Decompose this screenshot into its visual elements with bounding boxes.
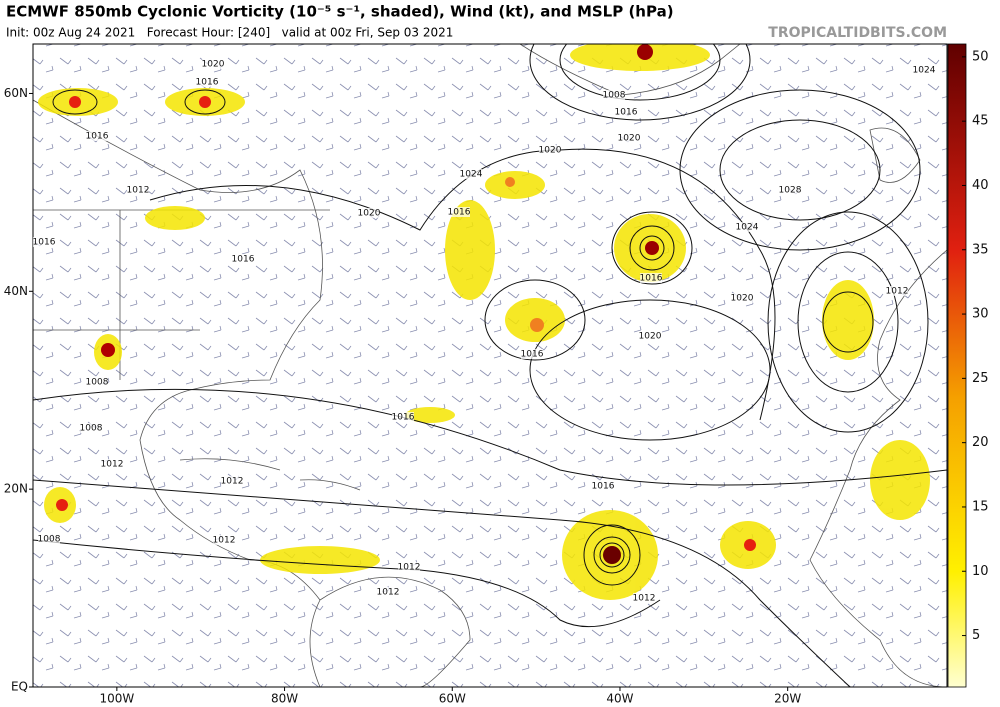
isobar-label-bg	[202, 59, 224, 69]
isobar-label: 1012	[101, 460, 124, 470]
isobar-label-bg	[639, 331, 661, 341]
lon-label: 20W	[774, 692, 801, 706]
isobar-label: 1016	[592, 482, 615, 492]
isobar-label-bg	[913, 65, 935, 75]
isobar-label-bg	[448, 207, 470, 217]
lon-label: 80W	[271, 692, 298, 706]
isobar-label: 1008	[603, 91, 626, 101]
isobar-label: 1016	[521, 350, 544, 360]
isobar-label-bg	[33, 237, 55, 247]
colorbar-label: 50	[972, 49, 989, 64]
map-frame	[32, 43, 948, 688]
isobar-label: 1020	[618, 134, 641, 144]
isobar-label: 1020	[358, 209, 381, 219]
isobar-label: 1012	[127, 186, 150, 196]
isobar-label-bg	[603, 90, 625, 100]
colorbar	[947, 43, 967, 688]
isobar-label-bg	[86, 131, 108, 141]
isobar-label: 1012	[633, 594, 656, 604]
colorbar-label: 10	[972, 564, 989, 579]
colorbar-label: 25	[972, 371, 989, 386]
isobar-label: 1012	[377, 588, 400, 598]
isobar-label-bg	[80, 423, 102, 433]
colorbar-label: 40	[972, 178, 989, 193]
isobar-label-bg	[779, 185, 801, 195]
lat-label: EQ	[11, 680, 28, 694]
isobar-label-bg	[232, 254, 254, 264]
lon-label: 100W	[99, 692, 134, 706]
isobar-label: 1016	[232, 255, 255, 265]
lat-label: 60N	[4, 86, 28, 100]
isobar-label: 1020	[639, 332, 662, 342]
credit: TROPICALTIDBITS.COM	[768, 25, 947, 41]
isobar-label-bg	[398, 562, 420, 572]
isobar-label-bg	[886, 286, 908, 296]
isobar-label: 1008	[38, 535, 61, 545]
wind-barbs	[33, 44, 947, 687]
colorbar-label: 35	[972, 242, 989, 257]
isobar-label-bg	[377, 587, 399, 597]
title: ECMWF 850mb Cyclonic Vorticity (10⁻⁵ s⁻¹…	[6, 3, 674, 21]
isobar-label-bg	[731, 293, 753, 303]
colorbar-label: 30	[972, 307, 989, 322]
isobar-label: 1008	[86, 378, 109, 388]
isobar-label: 1020	[539, 146, 562, 156]
isobar-label: 1008	[80, 424, 103, 434]
map-area	[33, 44, 947, 687]
colorbar-label: 45	[972, 114, 989, 129]
isobar-label-bg	[127, 185, 149, 195]
isobar-label-bg	[618, 133, 640, 143]
isobar-label-bg	[101, 459, 123, 469]
colorbar-label: 5	[972, 628, 980, 643]
isobar-label-bg	[196, 77, 218, 87]
isobar-label: 1016	[196, 78, 219, 88]
isobar-label-bg	[221, 476, 243, 486]
isobar-label: 1016	[392, 413, 415, 423]
isobar-label: 1024	[460, 170, 483, 180]
isobar-label-bg	[392, 412, 414, 422]
lon-label: 40W	[606, 692, 633, 706]
isobar-label: 1012	[398, 563, 421, 573]
isobar-label: 1012	[213, 536, 236, 546]
colorbar-label: 20	[972, 435, 989, 450]
isobar-label-bg	[460, 169, 482, 179]
vorticity-shading	[38, 44, 930, 600]
isobar-label: 1016	[615, 108, 638, 118]
isobar-label: 1024	[736, 223, 759, 233]
subtitle: Init: 00z Aug 24 2021 Forecast Hour: [24…	[6, 26, 453, 40]
isobar-label-bg	[358, 208, 380, 218]
lat-label: 20N	[4, 482, 28, 496]
lat-label: 40N	[4, 284, 28, 298]
colorbar-label: 15	[972, 499, 989, 514]
isobar-label: 1028	[779, 186, 802, 196]
isobar-label: 1012	[221, 477, 244, 487]
isobar-label: 1016	[640, 274, 663, 284]
isobar-label-bg	[213, 535, 235, 545]
isobar-label-bg	[521, 349, 543, 359]
isobar-label: 1024	[913, 66, 936, 76]
lon-label: 60W	[439, 692, 466, 706]
isobar-label: 1012	[886, 287, 909, 297]
isobar-label-bg	[615, 107, 637, 117]
isobar-label-bg	[38, 534, 60, 544]
isobar-label-bg	[736, 222, 758, 232]
isobar-label-bg	[640, 273, 662, 283]
isobar-label: 1016	[86, 132, 109, 142]
isobar-label-bg	[592, 481, 614, 491]
isobar-label-bg	[633, 593, 655, 603]
isobar-label: 1020	[731, 294, 754, 304]
isobar-label-bg	[539, 145, 561, 155]
vorticity-cores	[56, 44, 756, 564]
isobar-label: 1016	[448, 208, 471, 218]
isobar-label: 1020	[202, 60, 225, 70]
isobar-label-bg	[86, 377, 108, 387]
isobar-label: 1016	[33, 238, 56, 248]
